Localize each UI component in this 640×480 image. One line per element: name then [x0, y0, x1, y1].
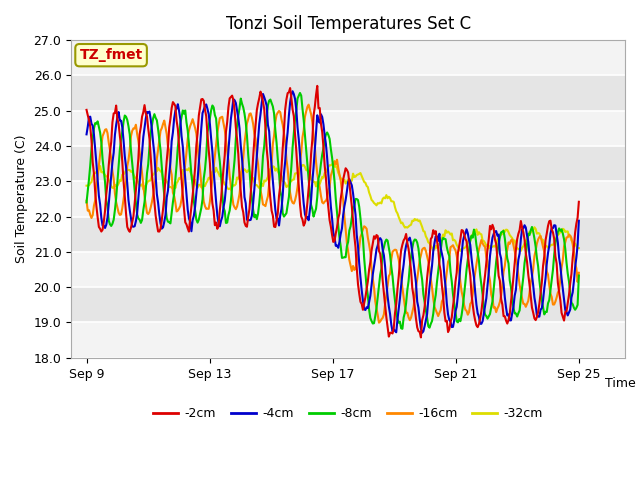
-2cm [443, 318, 451, 324]
Bar [71, 75, 625, 111]
-4cm [142, 116, 150, 121]
-16cm [305, 102, 312, 108]
-16cm [142, 202, 150, 207]
Line: -32cm: -32cm [86, 164, 579, 251]
-32cm [575, 245, 582, 251]
-8cm [394, 316, 401, 322]
-32cm [83, 183, 90, 189]
-16cm [443, 269, 451, 275]
-8cm [142, 187, 150, 192]
-16cm [278, 117, 285, 122]
Bar [71, 216, 625, 252]
-8cm [83, 200, 90, 205]
-4cm [243, 217, 251, 223]
Bar [71, 252, 625, 287]
Text: TZ_fmet: TZ_fmet [79, 48, 143, 62]
-32cm [394, 210, 401, 216]
-32cm [442, 228, 449, 233]
-2cm [394, 286, 401, 292]
Title: Tonzi Soil Temperatures Set C: Tonzi Soil Temperatures Set C [225, 15, 470, 33]
-4cm [394, 317, 401, 323]
Line: -2cm: -2cm [86, 86, 579, 337]
-8cm [278, 194, 285, 200]
Bar [71, 323, 625, 358]
-16cm [395, 257, 403, 263]
-32cm [278, 173, 285, 179]
-32cm [439, 232, 447, 238]
-16cm [375, 320, 383, 325]
-2cm [417, 335, 425, 340]
-32cm [142, 183, 150, 189]
-4cm [278, 206, 285, 212]
-2cm [142, 110, 150, 116]
-8cm [399, 326, 406, 332]
-2cm [314, 83, 321, 89]
-8cm [296, 90, 304, 96]
Line: -16cm: -16cm [86, 105, 579, 323]
-8cm [443, 244, 451, 250]
-8cm [440, 236, 448, 241]
-2cm [243, 224, 251, 229]
-32cm [456, 248, 464, 254]
-4cm [83, 132, 90, 137]
Bar [71, 111, 625, 146]
-4cm [440, 273, 448, 278]
Legend: -2cm, -4cm, -8cm, -16cm, -32cm: -2cm, -4cm, -8cm, -16cm, -32cm [148, 402, 548, 425]
-4cm [419, 330, 426, 336]
Bar [71, 146, 625, 181]
-4cm [575, 218, 582, 224]
-16cm [575, 270, 582, 276]
-16cm [440, 289, 448, 295]
-2cm [278, 165, 285, 171]
Line: -8cm: -8cm [86, 93, 579, 329]
Bar [71, 181, 625, 216]
-8cm [575, 273, 582, 278]
-16cm [243, 120, 251, 126]
-2cm [83, 107, 90, 113]
-2cm [575, 199, 582, 204]
-16cm [83, 198, 90, 204]
Line: -4cm: -4cm [86, 91, 579, 333]
-32cm [243, 169, 251, 175]
Bar [71, 40, 625, 75]
-8cm [243, 132, 251, 138]
-32cm [330, 161, 337, 167]
Bar [71, 287, 625, 323]
Y-axis label: Soil Temperature (C): Soil Temperature (C) [15, 135, 28, 263]
-4cm [443, 301, 451, 307]
-4cm [289, 88, 296, 94]
-2cm [440, 310, 448, 315]
X-axis label: Time: Time [605, 377, 636, 390]
